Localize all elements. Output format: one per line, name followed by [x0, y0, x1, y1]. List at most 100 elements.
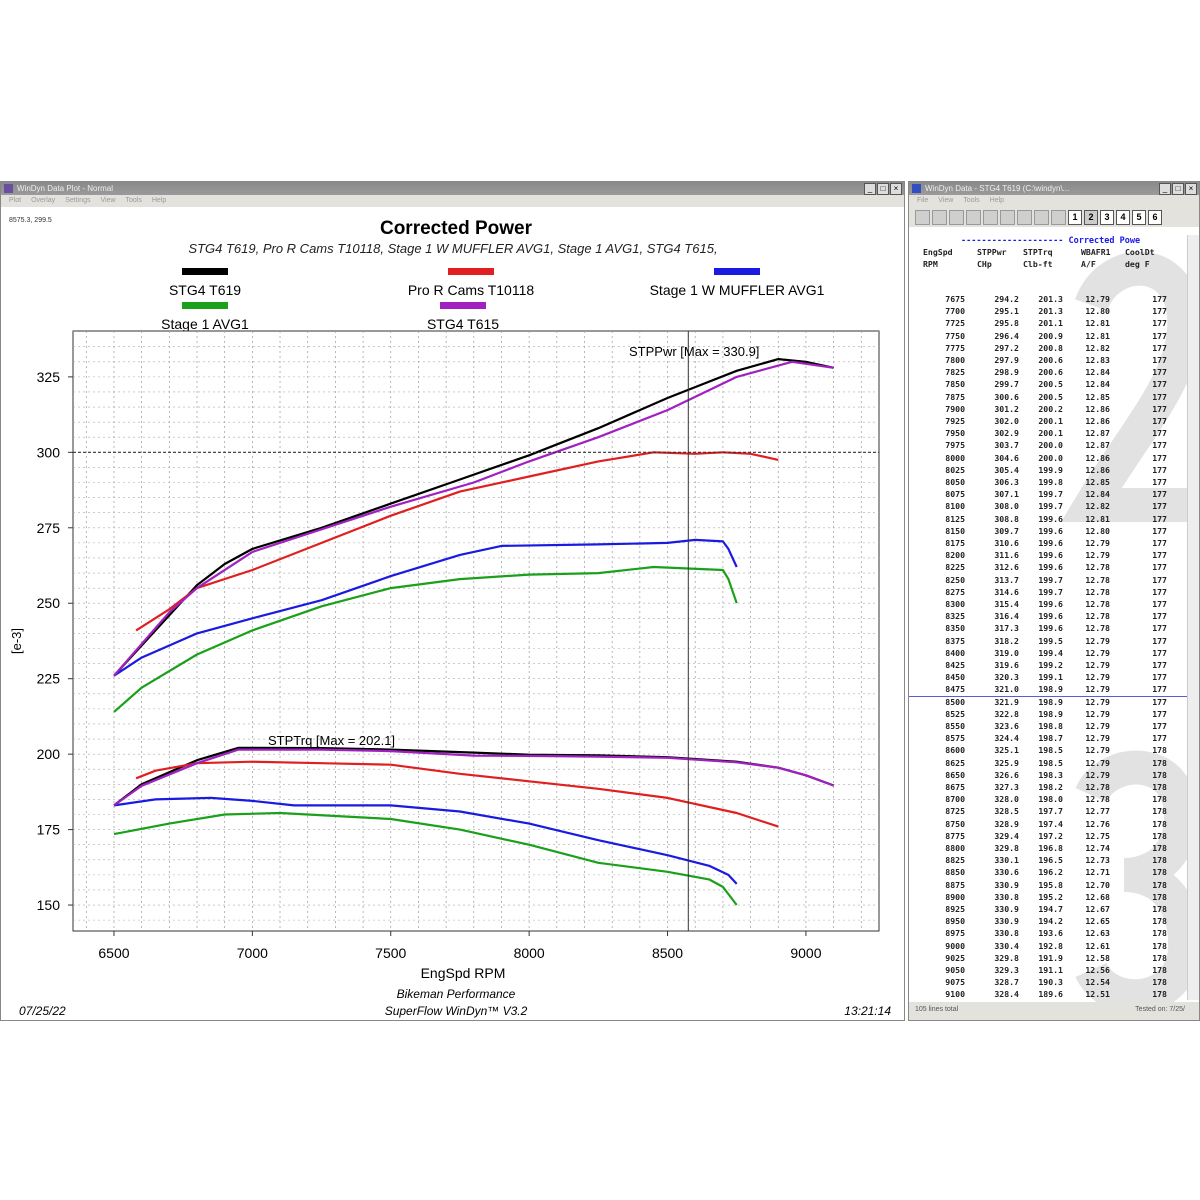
- table-row[interactable]: 8550 323.6 198.8 12.79 177: [909, 720, 1187, 732]
- options-icon[interactable]: [1051, 209, 1066, 225]
- table-row[interactable]: 7725 295.8 201.1 12.81 177: [909, 317, 1187, 329]
- table-row[interactable]: 8700 328.0 198.0 12.78 178: [909, 793, 1187, 805]
- table-row[interactable]: 8750 328.9 197.4 12.76 178: [909, 818, 1187, 830]
- tab-2[interactable]: 2: [1084, 209, 1098, 225]
- table-row[interactable]: 8275 314.6 199.7 12.78 177: [909, 586, 1187, 598]
- table-row[interactable]: 7875 300.6 200.5 12.85 177: [909, 391, 1187, 403]
- menu-tools[interactable]: Tools: [125, 197, 142, 204]
- table-row[interactable]: 8975 330.8 193.6 12.63 178: [909, 927, 1187, 939]
- save-icon[interactable]: [949, 209, 964, 225]
- table-row[interactable]: 8525 322.8 198.9 12.79 177: [909, 708, 1187, 720]
- table-row[interactable]: 8475 321.0 198.9 12.79 177: [909, 683, 1187, 695]
- menu-plot[interactable]: Plot: [9, 197, 22, 204]
- table-row[interactable]: 8625 325.9 198.5 12.79 178: [909, 757, 1187, 769]
- table-row[interactable]: 7925 302.0 200.1 12.86 177: [909, 415, 1187, 427]
- table-row[interactable]: 8100 308.0 199.7 12.82 177: [909, 500, 1187, 512]
- table-row[interactable]: 7825 298.9 200.6 12.84 177: [909, 366, 1187, 378]
- table-row[interactable]: 8400 319.0 199.4 12.79 177: [909, 647, 1187, 659]
- table-row[interactable]: 7775 297.2 200.8 12.82 177: [909, 342, 1187, 354]
- tab-6[interactable]: 6: [1148, 209, 1162, 225]
- menu-file[interactable]: File: [917, 197, 929, 204]
- table-row[interactable]: 7975 303.7 200.0 12.87 177: [909, 439, 1187, 451]
- table-row[interactable]: 8950 330.9 194.2 12.65 178: [909, 915, 1187, 927]
- table-row[interactable]: 7675 294.2 201.3 12.79 177: [909, 293, 1187, 305]
- table-row[interactable]: 8350 317.3 199.6 12.78 177: [909, 622, 1187, 634]
- series-power-line-stg4-t615: [113, 360, 834, 677]
- table-row[interactable]: 8775 329.4 197.2 12.75 178: [909, 830, 1187, 842]
- table-row[interactable]: 8575 324.4 198.7 12.79 177: [909, 732, 1187, 744]
- menu-overlay[interactable]: Overlay: [31, 197, 56, 204]
- table-row[interactable]: 8225 312.6 199.6 12.78 177: [909, 561, 1187, 573]
- menu-help[interactable]: Help: [151, 197, 167, 204]
- table-row[interactable]: 7950 302.9 200.1 12.87 177: [909, 427, 1187, 439]
- maximize-button[interactable]: □: [877, 183, 889, 195]
- open-icon[interactable]: [915, 209, 930, 225]
- tab-3[interactable]: 3: [1100, 209, 1114, 225]
- tab-1[interactable]: 1: [1068, 209, 1082, 225]
- menu-view[interactable]: View: [100, 197, 116, 204]
- table-row[interactable]: 9025 329.8 191.9 12.58 178: [909, 952, 1187, 964]
- tab-5[interactable]: 5: [1132, 209, 1146, 225]
- table-row[interactable]: 8450 320.3 199.1 12.79 177: [909, 671, 1187, 683]
- table-row[interactable]: 7700 295.1 201.3 12.80 177: [909, 305, 1187, 317]
- table-row[interactable]: 8200 311.6 199.6 12.79 177: [909, 549, 1187, 561]
- table-row[interactable]: 8925 330.9 194.7 12.67 178: [909, 903, 1187, 915]
- list-icon[interactable]: [1034, 209, 1049, 225]
- table-row[interactable]: 8300 315.4 199.6 12.78 177: [909, 598, 1187, 610]
- table-row[interactable]: 8000 304.6 200.0 12.86 177: [909, 452, 1187, 464]
- table-row[interactable]: 8025 305.4 199.9 12.86 177: [909, 464, 1187, 476]
- table-row[interactable]: 8150 309.7 199.6 12.80 177: [909, 525, 1187, 537]
- table-row[interactable]: 8725 328.5 197.7 12.77 178: [909, 805, 1187, 817]
- table-cell: 12.79: [1085, 294, 1110, 304]
- plot-window-title: WinDyn Data Plot - Normal: [17, 184, 114, 193]
- table-row[interactable]: 8600 325.1 198.5 12.79 178: [909, 744, 1187, 756]
- table-row[interactable]: 8050 306.3 199.8 12.85 177: [909, 476, 1187, 488]
- table-row[interactable]: 8325 316.4 199.6 12.78 177: [909, 610, 1187, 622]
- table-row[interactable]: 7850 299.7 200.5 12.84 177: [909, 378, 1187, 390]
- table-row[interactable]: 8825 330.1 196.5 12.73 178: [909, 854, 1187, 866]
- plot-window-titlebar[interactable]: WinDyn Data Plot - Normal _ □ ×: [1, 182, 904, 195]
- table-row[interactable]: 8425 319.6 199.2 12.79 177: [909, 659, 1187, 671]
- table-row[interactable]: 9075 328.7 190.3 12.54 178: [909, 976, 1187, 988]
- minimize-button[interactable]: _: [1159, 183, 1171, 195]
- table-row[interactable]: 8250 313.7 199.7 12.78 177: [909, 574, 1187, 586]
- vertical-scrollbar[interactable]: [1187, 235, 1199, 1000]
- table-cell: 196.8: [1038, 843, 1063, 853]
- table-row[interactable]: 8375 318.2 199.5 12.79 177: [909, 635, 1187, 647]
- table-row[interactable]: 8900 330.8 195.2 12.68 178: [909, 891, 1187, 903]
- table-cell: 198.9: [1038, 696, 1063, 707]
- table-row[interactable]: 8875 330.9 195.8 12.70 178: [909, 879, 1187, 891]
- x-tick-label: 7500: [375, 945, 406, 961]
- graph-icon[interactable]: [1000, 209, 1015, 225]
- table-cell: 177: [1152, 599, 1167, 609]
- table-row[interactable]: 7900 301.2 200.2 12.86 177: [909, 403, 1187, 415]
- tab-4[interactable]: 4: [1116, 209, 1130, 225]
- menu-settings[interactable]: Settings: [65, 197, 91, 204]
- minimize-button[interactable]: _: [864, 183, 876, 195]
- menu-view[interactable]: View: [938, 197, 954, 204]
- power-chart[interactable]: Corrected Power STG4 T619, Pro R Cams T1…: [1, 182, 906, 1022]
- table-row[interactable]: 9000 330.4 192.8 12.61 178: [909, 940, 1187, 952]
- table-row[interactable]: 8175 310.6 199.6 12.79 177: [909, 537, 1187, 549]
- edit-icon[interactable]: [1017, 209, 1032, 225]
- table-row[interactable]: 8125 308.8 199.6 12.81 177: [909, 513, 1187, 525]
- table-row[interactable]: 9100 328.4 189.6 12.51 178: [909, 988, 1187, 1000]
- maximize-button[interactable]: □: [1172, 183, 1184, 195]
- menu-tools[interactable]: Tools: [963, 197, 980, 204]
- table-row[interactable]: 8675 327.3 198.2 12.78 178: [909, 781, 1187, 793]
- folder-icon[interactable]: [932, 209, 947, 225]
- table-row[interactable]: 9050 329.3 191.1 12.56 178: [909, 964, 1187, 976]
- table-row[interactable]: 8650 326.6 198.3 12.79 178: [909, 769, 1187, 781]
- close-button[interactable]: ×: [1185, 183, 1197, 195]
- close-button[interactable]: ×: [890, 183, 902, 195]
- table-row[interactable]: 8850 330.6 196.2 12.71 178: [909, 866, 1187, 878]
- data-window-titlebar[interactable]: WinDyn Data - STG4 T619 (C:\windyn\... _…: [909, 182, 1199, 195]
- menu-help[interactable]: Help: [989, 197, 1005, 204]
- table-row[interactable]: 8075 307.1 199.7 12.84 177: [909, 488, 1187, 500]
- play-icon[interactable]: [966, 209, 981, 225]
- table-row[interactable]: 7800 297.9 200.6 12.83 177: [909, 354, 1187, 366]
- print-icon[interactable]: [983, 209, 998, 225]
- table-row[interactable]: 8500 321.9 198.9 12.79 177: [909, 696, 1187, 708]
- table-row[interactable]: 7750 296.4 200.9 12.81 177: [909, 330, 1187, 342]
- table-row[interactable]: 8800 329.8 196.8 12.74 178: [909, 842, 1187, 854]
